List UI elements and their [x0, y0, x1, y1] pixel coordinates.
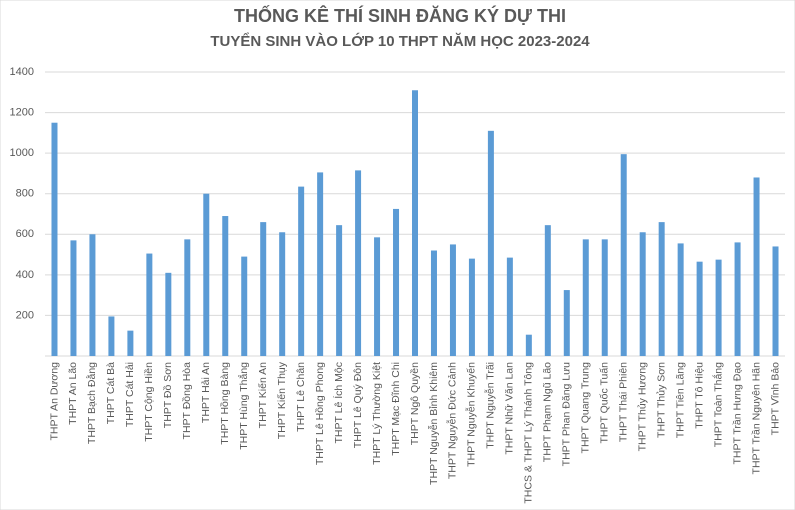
x-tick-label: THPT Trần Nguyên Hãn	[750, 362, 762, 475]
bar	[487, 130, 494, 356]
bar	[715, 259, 722, 356]
bar	[412, 90, 418, 356]
x-tick-label: THPT Kiến An	[257, 362, 269, 428]
x-tick-label: THPT Nhữ Văn Lan	[504, 362, 516, 455]
bar	[89, 234, 96, 356]
x-tick-label: THPT Quốc Tuấn	[599, 362, 611, 444]
y-tick-label: 400	[16, 269, 34, 281]
x-tick-label: THPT Bạch Đằng	[85, 362, 98, 444]
bar	[430, 250, 437, 356]
x-tick-label: THPT Hùng Thắng	[237, 362, 250, 450]
x-tick-label: THPT Tô Hiệu	[693, 362, 705, 429]
x-tick-label: THPT Kiến Thụy	[276, 361, 288, 439]
y-tick-label: 200	[16, 309, 34, 321]
y-tick-label: 1000	[10, 147, 34, 159]
x-tick-label: THPT Phạm Ngũ Lão	[542, 362, 554, 462]
bar	[563, 290, 570, 356]
bar	[203, 193, 210, 356]
x-tick-label: THPT Đồ Sơn	[162, 362, 174, 428]
x-tick-label: THPT Đồng Hòa	[181, 362, 193, 440]
bar	[393, 208, 400, 356]
bar	[279, 232, 286, 356]
x-tick-label: THPT Thủy Sơn	[655, 362, 667, 438]
x-tick-label: THPT Trần Hưng Đạo	[731, 362, 743, 465]
x-tick-label: THPT Phan Đăng Lưu	[561, 362, 573, 466]
x-tick-label: THPT Thái Phiên	[617, 362, 629, 442]
x-tick-label: THPT Lê Chân	[295, 362, 307, 432]
x-tick-label: THPT Nguyễn Trãi	[484, 362, 497, 449]
x-tick-label: THPT Lê Hồng Phong	[314, 362, 326, 465]
bar	[127, 330, 134, 356]
y-tick-label: 1400	[10, 66, 34, 78]
bar	[525, 334, 532, 356]
x-tick-label: THPT Lý Thường Kiệt	[371, 362, 383, 465]
x-tick-label: THPT Hải An	[200, 362, 212, 423]
x-tick-label: THCS & THPT Lý Thánh Tông	[523, 362, 535, 504]
chart-subtitle: TUYỂN SINH VÀO LỚP 10 THPT NĂM HỌC 2023-…	[210, 32, 590, 50]
bar	[241, 256, 248, 356]
x-tick-label: THPT Lê Quý Đôn	[352, 362, 364, 448]
bar	[639, 232, 646, 356]
x-tick-label: THPT Nguyễn Đức Cảnh	[446, 362, 459, 479]
chart-title: THỐNG KÊ THÍ SINH ĐĂNG KÝ DỰ THI	[234, 5, 566, 26]
x-tick-label: THPT Cộng Hiền	[143, 362, 155, 442]
bar	[336, 225, 343, 356]
x-tick-label: THPT An Lão	[67, 362, 79, 425]
bar	[298, 186, 305, 356]
bar	[108, 316, 115, 356]
bar	[506, 257, 513, 356]
bar	[222, 216, 229, 356]
bar	[51, 122, 58, 356]
bar	[544, 225, 551, 356]
y-tick-label: 1200	[10, 106, 34, 118]
x-tick-label: THPT Quang Trung	[580, 362, 592, 454]
bar	[165, 272, 172, 356]
x-tick-label: THPT Cát Hải	[124, 362, 136, 427]
x-tick-label: THPT Toàn Thắng	[711, 362, 724, 447]
y-tick-label: 600	[16, 228, 34, 240]
bar	[734, 242, 741, 356]
x-tick-label: THPT Lê Ích Mộc	[332, 362, 345, 444]
bar	[620, 154, 627, 356]
bar	[696, 261, 703, 356]
x-tick-label: THPT Hồng Bàng	[219, 362, 231, 445]
bar	[772, 246, 779, 356]
bar	[601, 239, 608, 356]
bar	[753, 177, 760, 356]
bar	[449, 244, 456, 356]
bar	[260, 222, 267, 356]
bar	[582, 239, 589, 356]
bar	[677, 243, 684, 356]
x-tick-label: THPT Tiên Lãng	[674, 362, 686, 438]
x-tick-label: THPT An Dương	[48, 362, 60, 441]
bar	[658, 222, 665, 356]
bar	[317, 172, 324, 356]
x-tick-label: THPT Nguyễn Bỉnh Khiêm	[427, 362, 440, 485]
bar	[468, 258, 475, 356]
x-tick-label: THPT Mạc Đĩnh Chi	[390, 362, 402, 456]
bar	[146, 253, 153, 356]
x-tick-label: THPT Nguyễn Khuyến	[465, 362, 478, 467]
x-tick-label: THPT Cát Bà	[105, 362, 117, 424]
x-tick-label: THPT Thủy Hương	[636, 362, 648, 452]
x-tick-label: THPT Vĩnh Bảo	[769, 362, 781, 436]
bar	[355, 170, 362, 356]
bar	[374, 237, 381, 356]
y-tick-label: 800	[16, 188, 34, 200]
bar	[70, 240, 77, 356]
x-tick-label: THPT Ngô Quyền	[409, 362, 421, 445]
bar	[184, 239, 191, 356]
